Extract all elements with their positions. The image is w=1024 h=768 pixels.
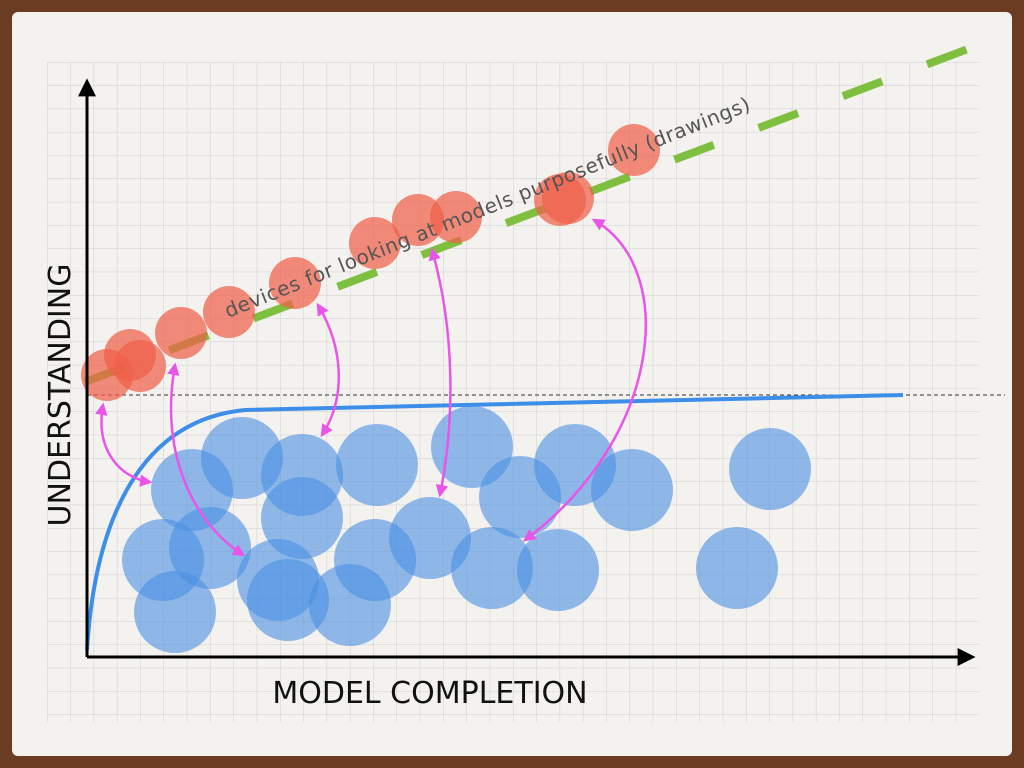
y-axis-label: UNDERSTANDING <box>43 264 78 527</box>
arrows <box>95 218 647 557</box>
red-circles <box>81 124 660 401</box>
x-axis-label: MODEL COMPLETION <box>272 676 587 711</box>
